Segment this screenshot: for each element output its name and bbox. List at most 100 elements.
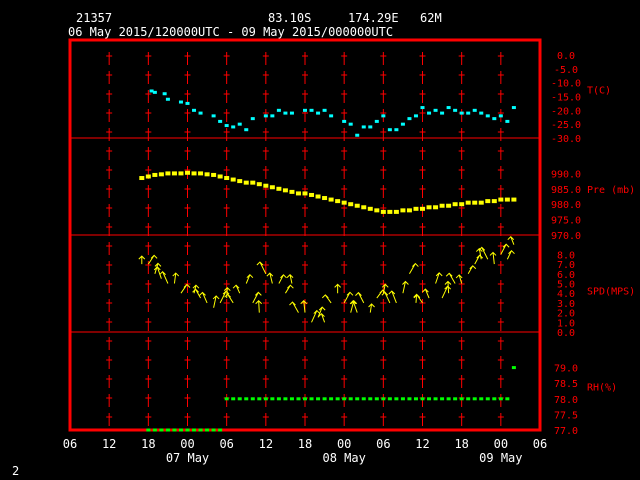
temp-point xyxy=(505,119,510,123)
y-tick-label: 980.0 xyxy=(551,200,581,211)
rh-point xyxy=(283,397,288,401)
wind-arrow xyxy=(284,284,294,294)
temp-point xyxy=(211,114,216,118)
rh-point xyxy=(466,397,471,401)
temp-point xyxy=(407,117,412,121)
temp-point xyxy=(368,125,373,129)
pressure-point xyxy=(393,209,399,214)
temp-point xyxy=(276,108,281,112)
rh-point xyxy=(361,397,366,401)
temp-point xyxy=(453,108,458,112)
pressure-point xyxy=(237,179,243,184)
pressure-point xyxy=(341,200,347,205)
pressure-point xyxy=(250,180,256,185)
pressure-point xyxy=(289,189,295,194)
wind-arrow xyxy=(506,249,515,260)
pressure-point xyxy=(145,174,151,179)
wind-arrow xyxy=(507,235,515,245)
pressure-point xyxy=(354,203,360,208)
y-tick-label: 985.0 xyxy=(551,185,581,196)
pressure-point xyxy=(406,208,412,213)
pressure-point xyxy=(498,197,504,202)
pressure-point xyxy=(465,200,471,205)
temp-point xyxy=(178,100,183,104)
wind-arrow xyxy=(435,272,443,284)
rh-point xyxy=(316,397,321,401)
rh-point xyxy=(296,397,301,401)
y-tick-label: 1.0 xyxy=(557,318,575,329)
x-tick-label: 00 xyxy=(494,437,508,451)
pressure-point xyxy=(165,171,171,176)
rh-point xyxy=(152,428,157,432)
rh-point xyxy=(237,397,242,401)
pressure-point xyxy=(335,199,341,204)
pressure-point xyxy=(204,172,210,177)
wind-arrow xyxy=(441,285,452,299)
wind-arrow xyxy=(172,272,180,284)
rh-point xyxy=(165,428,170,432)
x-date-label: 07 May xyxy=(166,451,209,465)
wind-arrow xyxy=(388,290,397,304)
pressure-point xyxy=(478,200,484,205)
pressure-point xyxy=(185,170,190,175)
rh-point xyxy=(446,397,451,401)
pressure-point xyxy=(276,186,282,191)
y-tick-label: 975.0 xyxy=(551,216,581,227)
pressure-point xyxy=(224,176,230,181)
wind-arrow xyxy=(286,273,294,284)
pressure-point xyxy=(295,191,301,196)
page-number: 2 xyxy=(12,464,20,478)
temp-point xyxy=(218,119,223,123)
pressure-point xyxy=(158,172,164,177)
rh-point xyxy=(205,428,210,432)
temp-point xyxy=(492,117,497,121)
plot-frame xyxy=(68,38,542,432)
station-id: 21357 xyxy=(76,11,113,25)
x-tick-label: 00 xyxy=(337,437,351,451)
temp-point xyxy=(472,108,477,112)
temp-point xyxy=(387,128,392,132)
pressure-point xyxy=(459,202,465,207)
temp-point xyxy=(466,111,471,115)
temp-point xyxy=(165,97,170,101)
panel-label: T(C) xyxy=(587,86,611,97)
y-tick-label: 970.0 xyxy=(551,231,581,242)
y-tick-label: 77.0 xyxy=(554,426,578,437)
wind-arrow xyxy=(475,247,483,260)
pressure-point xyxy=(387,209,393,214)
temp-point xyxy=(250,117,255,121)
temp-point xyxy=(394,128,399,132)
station-lat: 83.10S xyxy=(268,11,312,25)
rh-point xyxy=(485,397,490,401)
wind-arrow xyxy=(300,300,308,313)
wind-arrow xyxy=(311,309,321,323)
panel-label: RH(%) xyxy=(587,382,617,393)
rh-point xyxy=(224,397,229,401)
wind-arrow xyxy=(153,266,162,279)
rh-point xyxy=(400,397,405,401)
x-tick-label: 06 xyxy=(533,437,547,451)
temp-point xyxy=(224,124,229,128)
pressure-point xyxy=(491,199,497,204)
pressure-point xyxy=(191,171,197,176)
wind-arrow xyxy=(402,280,409,294)
pressure-point xyxy=(269,185,275,190)
pressure-point xyxy=(439,203,445,208)
wind-arrow xyxy=(255,300,263,313)
temp-point xyxy=(413,114,418,118)
temp-point xyxy=(198,111,203,115)
rh-point xyxy=(511,366,516,370)
rh-point xyxy=(185,428,190,432)
time-period: 06 May 2015/120000UTC - 09 May 2015/0000… xyxy=(68,25,394,39)
wind-arrow xyxy=(381,283,389,294)
y-tick-label: 4.0 xyxy=(557,289,575,300)
rh-point xyxy=(329,397,334,401)
x-date-label: 09 May xyxy=(479,451,522,465)
rh-point xyxy=(472,397,477,401)
wind-arrow xyxy=(376,289,387,299)
rh-point xyxy=(427,397,432,401)
temp-point xyxy=(309,108,314,112)
y-tick-label: 78.0 xyxy=(554,395,578,406)
y-tick-label: 2.0 xyxy=(557,309,575,320)
